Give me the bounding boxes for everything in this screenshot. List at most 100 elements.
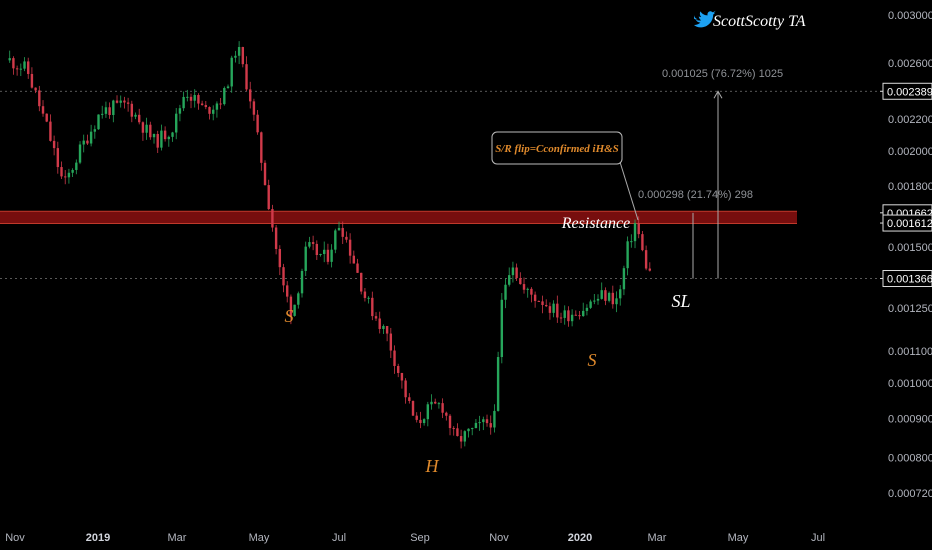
callout-box xyxy=(491,131,623,165)
candle-body-1 xyxy=(12,58,15,69)
candle-body-34 xyxy=(134,114,137,117)
candle-body-144 xyxy=(541,301,544,306)
candle-body-45 xyxy=(175,113,178,133)
candle-body-133 xyxy=(500,299,504,358)
candle-body-163 xyxy=(611,292,615,305)
resistance-zone-group xyxy=(0,210,797,224)
candle-body-119 xyxy=(448,415,452,429)
candle-body-37 xyxy=(145,124,148,133)
resistance-zone xyxy=(0,211,797,224)
candle-body-153 xyxy=(574,314,578,316)
candle-body-50 xyxy=(193,95,196,101)
candle-body-56 xyxy=(215,103,219,110)
candle-body-16 xyxy=(67,172,71,178)
candle-body-58 xyxy=(223,88,226,105)
candle-body-128 xyxy=(482,419,485,423)
candle-body-75 xyxy=(286,285,289,297)
candle-body-98 xyxy=(371,297,374,317)
candle-body-46 xyxy=(178,108,182,114)
candle-body-136 xyxy=(511,267,515,276)
candle-body-4 xyxy=(23,61,26,69)
candle-body-83 xyxy=(315,243,319,256)
candle-body-71 xyxy=(271,209,274,228)
candle-body-7 xyxy=(34,87,37,91)
candle-body-135 xyxy=(508,275,511,285)
candle-body-117 xyxy=(441,403,444,413)
x-tick-label-0: Nov xyxy=(5,532,25,544)
candle-body-39 xyxy=(152,134,156,138)
brand-watermark: ScottScotty TA xyxy=(694,10,806,30)
candle-body-159 xyxy=(596,298,600,301)
candle-body-64 xyxy=(245,64,248,90)
candle-body-38 xyxy=(149,124,152,138)
candle-body-125 xyxy=(471,428,474,430)
pattern-annotations: 0.001025 (76.72%) 1025 0.000298 (21.74%) … xyxy=(285,68,784,476)
candle-body-113 xyxy=(426,404,430,420)
candle-body-93 xyxy=(352,255,356,264)
candle-body-9 xyxy=(41,106,45,114)
candle-body-12 xyxy=(52,140,56,149)
candle-body-84 xyxy=(319,254,322,256)
candle-body-92 xyxy=(348,239,352,256)
candle-body-131 xyxy=(493,410,496,428)
candle-body-63 xyxy=(241,47,245,65)
candle-body-21 xyxy=(86,140,89,144)
candle-body-17 xyxy=(71,169,74,173)
candle-body-139 xyxy=(522,284,526,290)
candle-body-88 xyxy=(334,230,337,250)
price-label-box-2 xyxy=(882,214,932,232)
annotation-right-shoulder: S xyxy=(588,350,597,370)
candle-body-166 xyxy=(622,268,626,290)
candle-body-94 xyxy=(356,263,359,273)
candle-body-146 xyxy=(548,306,552,313)
y-tick-label-9: 0.000900 xyxy=(888,413,932,425)
candle-body-5 xyxy=(27,61,30,74)
candle-body-101 xyxy=(382,326,385,329)
y-tick-label-4: 0.001800 xyxy=(888,181,932,193)
candle-body-42 xyxy=(163,130,167,140)
candle-body-170 xyxy=(637,223,640,235)
candle-body-123 xyxy=(463,431,467,442)
measure-arrow-target xyxy=(713,90,723,99)
candle-body-100 xyxy=(378,318,381,329)
candle-body-26 xyxy=(104,107,108,114)
candle-body-41 xyxy=(160,130,163,148)
candle-body-27 xyxy=(108,107,111,115)
price-label-3: 0.001366 xyxy=(887,274,932,286)
candle-body-129 xyxy=(485,419,489,424)
x-axis[interactable]: Nov 2019 Mar May Jul Sep Nov 2020 Mar May Jul xyxy=(5,532,825,544)
candle-body-55 xyxy=(212,109,215,114)
candle-body-105 xyxy=(397,365,400,373)
candle-body-65 xyxy=(249,89,252,102)
candle-body-81 xyxy=(308,242,311,247)
candle-body-111 xyxy=(419,419,422,424)
candle-body-116 xyxy=(437,403,441,405)
candle-body-145 xyxy=(545,305,548,307)
price-label-box-3 xyxy=(882,270,932,288)
candle-body-68 xyxy=(260,132,263,163)
x-tick-label-1: 2019 xyxy=(86,532,110,544)
callout-pointer xyxy=(619,161,639,221)
candle-body-14 xyxy=(60,167,63,177)
candle-body-164 xyxy=(615,298,618,305)
candle-body-154 xyxy=(578,315,581,317)
candle-body-137 xyxy=(515,267,518,279)
candle-body-30 xyxy=(119,100,122,103)
candle-body-122 xyxy=(459,436,463,442)
candle-body-102 xyxy=(385,326,389,334)
candle-body-20 xyxy=(82,140,85,145)
y-axis[interactable]: 0.003000 0.002600 0.002200 0.002000 0.001800… xyxy=(880,10,932,500)
candle-body-165 xyxy=(619,289,622,299)
x-tick-label-8: Mar xyxy=(648,532,667,544)
guide-lines xyxy=(0,90,878,279)
candle-body-120 xyxy=(452,428,455,430)
candle-body-43 xyxy=(167,136,171,140)
x-tick-label-10: Jul xyxy=(811,532,825,544)
candle-body-73 xyxy=(278,248,282,268)
candle-body-70 xyxy=(267,185,270,210)
candle-body-150 xyxy=(563,310,566,318)
candle-body-47 xyxy=(182,96,185,109)
brand-name: ScottScotty TA xyxy=(713,13,806,30)
candle-body-143 xyxy=(537,300,541,302)
